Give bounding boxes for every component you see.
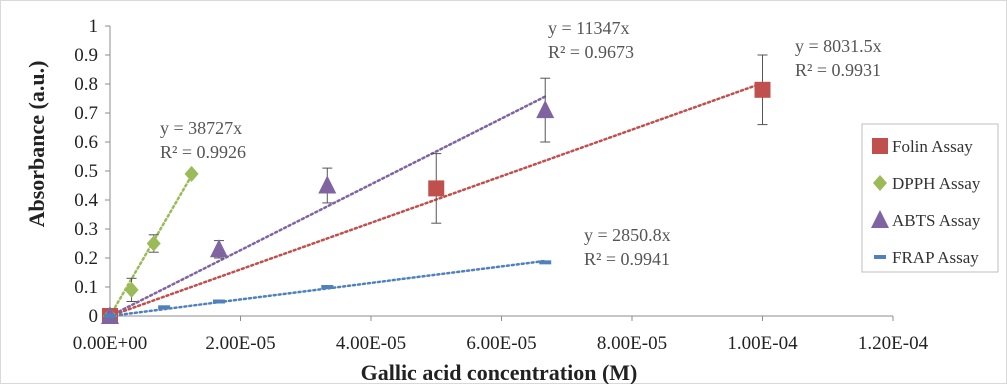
y-tick-label: 1 bbox=[89, 16, 99, 37]
data-point-dpph-assay bbox=[124, 281, 139, 298]
trendline-equation-dpph-assay: y = 38727x bbox=[160, 118, 242, 138]
data-point-frap-assay bbox=[104, 314, 116, 318]
y-tick-label: 0.5 bbox=[74, 161, 98, 182]
trendline-r2-folin-assay: R² = 0.9931 bbox=[795, 60, 881, 80]
data-point-frap-assay bbox=[321, 285, 334, 289]
data-point-abts-assay bbox=[209, 239, 228, 258]
y-tick-label: 0.8 bbox=[74, 74, 98, 95]
legend-label-frap-assay: FRAP Assay bbox=[892, 248, 979, 267]
trendline-abts-assay bbox=[108, 95, 547, 318]
data-point-abts-assay bbox=[318, 175, 337, 194]
data-point-dpph-assay bbox=[184, 165, 199, 182]
x-tick-label: 8.00E-05 bbox=[597, 333, 667, 354]
x-tick-label: 1.00E-04 bbox=[727, 333, 798, 354]
legend-marker-abts-assay bbox=[871, 210, 889, 228]
trendline-equation-frap-assay: y = 2850.8x bbox=[584, 225, 671, 245]
y-axis-title: Absorbance (a.u.) bbox=[24, 61, 49, 228]
x-tick-label: 2.00E-05 bbox=[205, 333, 275, 354]
legend-marker-folin-assay bbox=[872, 138, 888, 154]
data-point-frap-assay bbox=[212, 299, 225, 304]
y-tick-label: 0.6 bbox=[74, 132, 98, 153]
trendline-equation-folin-assay: y = 8031.5x bbox=[795, 36, 882, 56]
data-point-abts-assay bbox=[536, 100, 555, 119]
axes: 0 0.1 0.2 0.3 0.4 0.5 0.6 0.7 0.8 0.9 1 0.00E+00 2.0… bbox=[73, 16, 929, 354]
data-point-frap-assay bbox=[158, 305, 171, 310]
y-tick-label: 0.1 bbox=[74, 277, 98, 298]
y-tick-label: 0.4 bbox=[74, 190, 98, 211]
legend-marker-frap-assay bbox=[874, 255, 886, 259]
trendline-r2-abts-assay: R² = 0.9673 bbox=[548, 42, 634, 62]
data-points bbox=[101, 81, 771, 324]
trendline-r2-frap-assay: R² = 0.9941 bbox=[584, 249, 670, 269]
trendline-r2-dpph-assay: R² = 0.9926 bbox=[160, 142, 246, 162]
x-tick-label: 6.00E-05 bbox=[466, 333, 536, 354]
data-point-dpph-assay bbox=[146, 235, 161, 252]
data-point-folin-assay bbox=[754, 81, 771, 98]
trendline-equation-abts-assay: y = 11347x bbox=[548, 18, 629, 38]
legend-marker-dpph-assay bbox=[873, 175, 887, 191]
legend-label-dpph-assay: DPPH Assay bbox=[892, 174, 981, 193]
error-bars bbox=[126, 54, 768, 302]
y-tick-label: 0.3 bbox=[74, 219, 98, 240]
x-tick-label: 1.20E-04 bbox=[858, 333, 929, 354]
y-tick-label: 0.7 bbox=[74, 103, 98, 124]
legend-label-folin-assay: Folin Assay bbox=[892, 137, 973, 156]
trendline-equations: y = 8031.5x R² = 0.9931 y = 38727x R² = 0.9… bbox=[160, 18, 882, 269]
y-tick-label: 0.2 bbox=[74, 248, 98, 269]
x-tick-label: 0.00E+00 bbox=[73, 333, 148, 354]
data-point-frap-assay bbox=[539, 260, 552, 265]
x-axis-title: Gallic acid concentration (M) bbox=[361, 360, 638, 384]
legend: Folin Assay DPPH Assay ABTS Assay FRAP Assa… bbox=[861, 123, 999, 273]
y-tick-label: 0 bbox=[89, 306, 99, 327]
data-point-folin-assay bbox=[428, 180, 445, 197]
x-tick-label: 4.00E-05 bbox=[336, 333, 406, 354]
y-tick-label: 0.9 bbox=[74, 45, 98, 66]
legend-label-abts-assay: ABTS Assay bbox=[892, 211, 981, 230]
